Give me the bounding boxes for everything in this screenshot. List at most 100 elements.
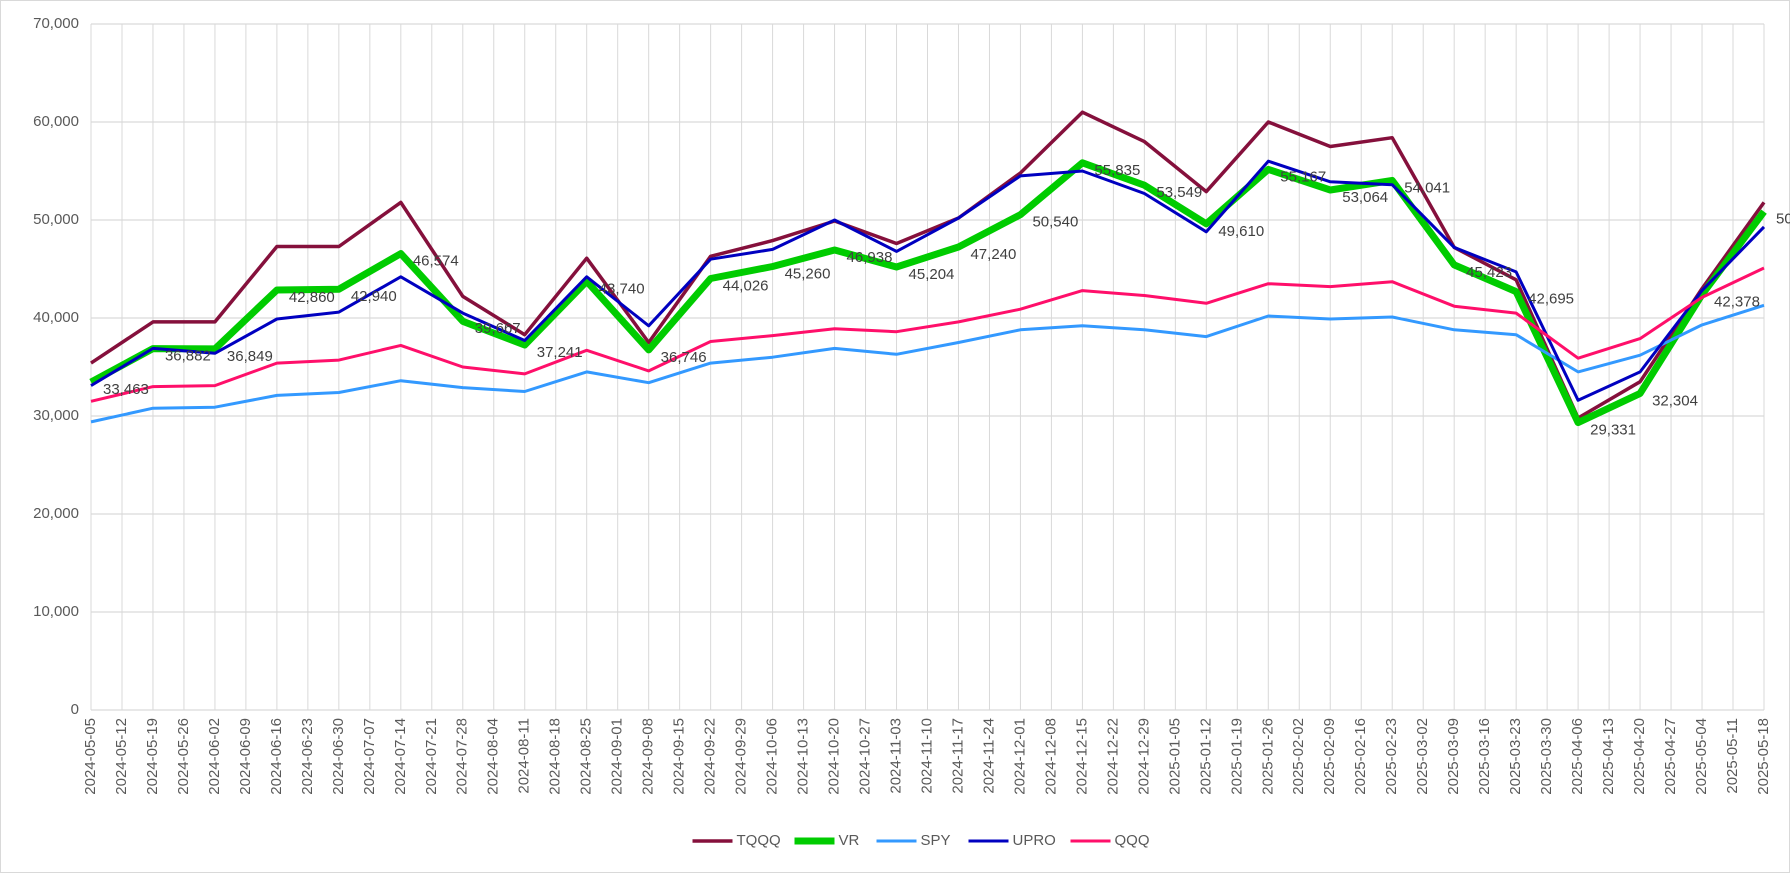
data-label: 55,167 <box>1280 168 1326 185</box>
data-label: 36,746 <box>661 349 707 366</box>
data-label: 45,260 <box>785 265 831 282</box>
x-tick-label: 2024-12-29 <box>1135 718 1152 795</box>
x-tick-label: 2024-05-12 <box>113 718 130 795</box>
x-tick-label: 2024-05-26 <box>175 718 192 795</box>
x-tick-label: 2025-03-09 <box>1445 718 1462 795</box>
x-tick-label: 2025-02-09 <box>1321 718 1338 795</box>
x-tick-label: 2024-09-22 <box>702 718 719 795</box>
x-tick-label: 2025-04-06 <box>1569 718 1586 795</box>
y-tick-label: 0 <box>71 701 79 718</box>
y-tick-label: 60,000 <box>33 113 79 130</box>
data-label: 46,574 <box>413 253 459 270</box>
x-tick-label: 2024-07-07 <box>361 718 378 795</box>
x-tick-label: 2025-03-16 <box>1476 718 1493 795</box>
x-tick-label: 2024-08-18 <box>547 718 564 795</box>
x-tick-label: 2024-06-16 <box>268 718 285 795</box>
y-tick-label: 70,000 <box>33 15 79 32</box>
x-tick-label: 2024-05-05 <box>82 718 99 795</box>
data-label: 54,041 <box>1404 179 1450 196</box>
legend-label: QQQ <box>1115 832 1150 849</box>
x-tick-label: 2025-05-04 <box>1693 718 1710 795</box>
x-tick-label: 2024-06-23 <box>299 718 316 795</box>
data-label: 42,378 <box>1714 294 1760 311</box>
x-tick-label: 2024-09-29 <box>733 718 750 795</box>
data-label: 32,304 <box>1652 392 1698 409</box>
data-label: 50,540 <box>1032 214 1078 231</box>
x-tick-label: 2024-12-08 <box>1042 718 1059 795</box>
series-line <box>90 159 1766 402</box>
data-label: 42,695 <box>1528 291 1574 308</box>
x-tick-label: 2024-06-02 <box>206 718 223 795</box>
data-label: 53,064 <box>1342 189 1388 206</box>
y-tick-label: 50,000 <box>33 211 79 228</box>
x-tick-label: 2024-07-14 <box>392 718 409 795</box>
data-label: 44,026 <box>723 278 769 295</box>
x-tick-label: 2024-08-25 <box>578 718 595 795</box>
x-tick-label: 2024-08-11 <box>516 718 533 794</box>
x-tick-label: 2024-07-28 <box>454 718 471 795</box>
x-tick-label: 2024-11-10 <box>918 718 935 794</box>
x-tick-label: 2025-05-11 <box>1724 718 1741 794</box>
data-label: 45,204 <box>909 266 955 283</box>
legend-label: VR <box>839 832 860 849</box>
data-label: 50,862 <box>1776 211 1790 228</box>
x-tick-label: 2025-03-30 <box>1538 718 1555 795</box>
x-tick-label: 2024-07-21 <box>423 718 440 795</box>
data-label: 42,940 <box>351 288 397 305</box>
data-label: 36,849 <box>227 348 273 365</box>
x-tick-label: 2024-08-04 <box>485 718 502 795</box>
x-tick-label: 2025-01-26 <box>1259 718 1276 795</box>
x-tick-label: 2024-12-22 <box>1104 718 1121 795</box>
data-label: 42,860 <box>289 289 335 306</box>
x-tick-label: 2024-09-01 <box>609 718 626 795</box>
x-tick-label: 2025-03-02 <box>1414 718 1431 795</box>
data-label: 49,610 <box>1218 223 1264 240</box>
x-tick-label: 2025-05-18 <box>1755 718 1772 795</box>
data-label: 45,423 <box>1466 264 1512 281</box>
x-tick-label: 2025-01-19 <box>1228 718 1245 795</box>
data-label: 33,463 <box>103 381 149 398</box>
x-tick-label: 2025-01-12 <box>1197 718 1214 795</box>
x-tick-label: 2025-01-05 <box>1166 718 1183 795</box>
legend-label: UPRO <box>1013 832 1056 849</box>
data-label: 29,331 <box>1590 422 1636 439</box>
data-label: 53,549 <box>1156 184 1202 201</box>
data-label: 39,667 <box>475 320 521 337</box>
x-tick-label: 2024-09-15 <box>671 718 688 795</box>
series-line <box>90 266 1765 403</box>
y-tick-label: 40,000 <box>33 309 79 326</box>
data-label: 37,241 <box>537 344 583 361</box>
legend-label: TQQQ <box>737 832 781 849</box>
data-label: 47,240 <box>970 246 1016 263</box>
x-tick-label: 2025-02-02 <box>1290 718 1307 795</box>
series-line <box>89 159 1767 427</box>
data-label: 46,938 <box>847 249 893 266</box>
data-label: 43,740 <box>599 280 645 297</box>
x-tick-label: 2024-12-01 <box>1011 718 1028 795</box>
x-tick-label: 2025-02-23 <box>1383 718 1400 795</box>
y-tick-label: 20,000 <box>33 505 79 522</box>
x-tick-label: 2025-02-16 <box>1352 718 1369 795</box>
x-tick-label: 2025-04-27 <box>1662 718 1679 795</box>
y-tick-label: 30,000 <box>33 407 79 424</box>
x-tick-label: 2024-10-06 <box>764 718 781 795</box>
x-tick-label: 2024-12-15 <box>1073 718 1090 795</box>
y-tick-label: 10,000 <box>33 603 79 620</box>
x-tick-label: 2024-06-09 <box>237 718 254 795</box>
x-tick-label: 2025-04-13 <box>1600 718 1617 795</box>
x-tick-label: 2024-10-13 <box>795 718 812 795</box>
legend-label: SPY <box>921 832 951 849</box>
x-tick-label: 2024-06-30 <box>330 718 347 795</box>
series-line <box>90 303 1765 424</box>
data-label: 55,835 <box>1094 162 1140 179</box>
x-tick-label: 2024-11-03 <box>887 718 904 794</box>
x-tick-label: 2024-05-19 <box>144 718 161 795</box>
x-tick-label: 2024-10-27 <box>857 718 874 795</box>
data-label: 36,882 <box>165 348 211 365</box>
x-tick-label: 2025-03-23 <box>1507 718 1524 795</box>
x-tick-label: 2024-11-24 <box>980 718 997 794</box>
x-tick-label: 2024-10-20 <box>826 718 843 795</box>
series-line <box>90 110 1766 420</box>
